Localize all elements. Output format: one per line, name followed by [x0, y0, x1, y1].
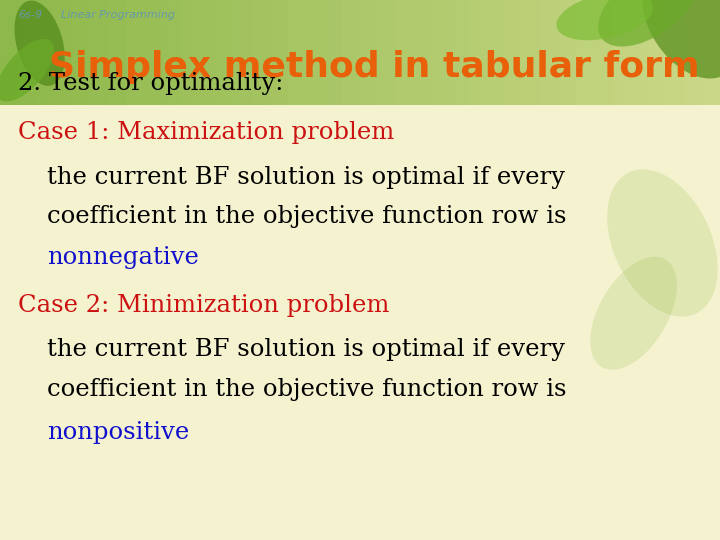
Bar: [198, 0, 217, 105]
Bar: [18, 0, 37, 105]
Bar: [72, 0, 91, 105]
Bar: [288, 0, 307, 105]
Bar: [414, 0, 433, 105]
Bar: [270, 0, 289, 105]
Ellipse shape: [598, 0, 698, 46]
Bar: [540, 0, 559, 105]
Bar: [216, 0, 235, 105]
Bar: [522, 0, 541, 105]
Bar: [306, 0, 325, 105]
Bar: [108, 0, 127, 105]
Text: Linear Programming: Linear Programming: [61, 10, 175, 20]
Text: coefficient in the objective function row is: coefficient in the objective function ro…: [47, 205, 567, 227]
Bar: [450, 0, 469, 105]
Bar: [324, 0, 343, 105]
Bar: [0, 0, 19, 105]
Text: 2. Test for optimality:: 2. Test for optimality:: [18, 72, 284, 95]
Bar: [576, 0, 595, 105]
Bar: [126, 0, 145, 105]
Bar: [36, 0, 55, 105]
Text: Case 1: Maximization problem: Case 1: Maximization problem: [18, 121, 395, 144]
Text: 6s-9: 6s-9: [18, 10, 42, 20]
Bar: [594, 0, 613, 105]
Bar: [648, 0, 667, 105]
Bar: [54, 0, 73, 105]
Bar: [360, 0, 379, 105]
Bar: [666, 0, 685, 105]
Bar: [162, 0, 181, 105]
Text: nonnegative: nonnegative: [47, 246, 199, 269]
Bar: [234, 0, 253, 105]
Bar: [558, 0, 577, 105]
Text: Simplex method in tabular form: Simplex method in tabular form: [49, 51, 700, 84]
Ellipse shape: [557, 0, 653, 40]
Bar: [396, 0, 415, 105]
Ellipse shape: [590, 256, 677, 370]
Ellipse shape: [642, 0, 720, 78]
Bar: [432, 0, 451, 105]
Ellipse shape: [14, 1, 65, 86]
Bar: [342, 0, 361, 105]
Bar: [468, 0, 487, 105]
Bar: [504, 0, 523, 105]
Ellipse shape: [607, 170, 718, 316]
Bar: [144, 0, 163, 105]
Bar: [378, 0, 397, 105]
Bar: [684, 0, 703, 105]
Bar: [252, 0, 271, 105]
Bar: [630, 0, 649, 105]
Bar: [90, 0, 109, 105]
Ellipse shape: [0, 39, 54, 102]
Text: nonpositive: nonpositive: [47, 421, 189, 443]
Bar: [180, 0, 199, 105]
Bar: [486, 0, 505, 105]
Bar: [702, 0, 720, 105]
Text: the current BF solution is optimal if every: the current BF solution is optimal if ev…: [47, 166, 564, 188]
Bar: [612, 0, 631, 105]
Text: coefficient in the objective function row is: coefficient in the objective function ro…: [47, 379, 567, 401]
Text: the current BF solution is optimal if every: the current BF solution is optimal if ev…: [47, 339, 564, 361]
Text: Case 2: Minimization problem: Case 2: Minimization problem: [18, 294, 390, 316]
